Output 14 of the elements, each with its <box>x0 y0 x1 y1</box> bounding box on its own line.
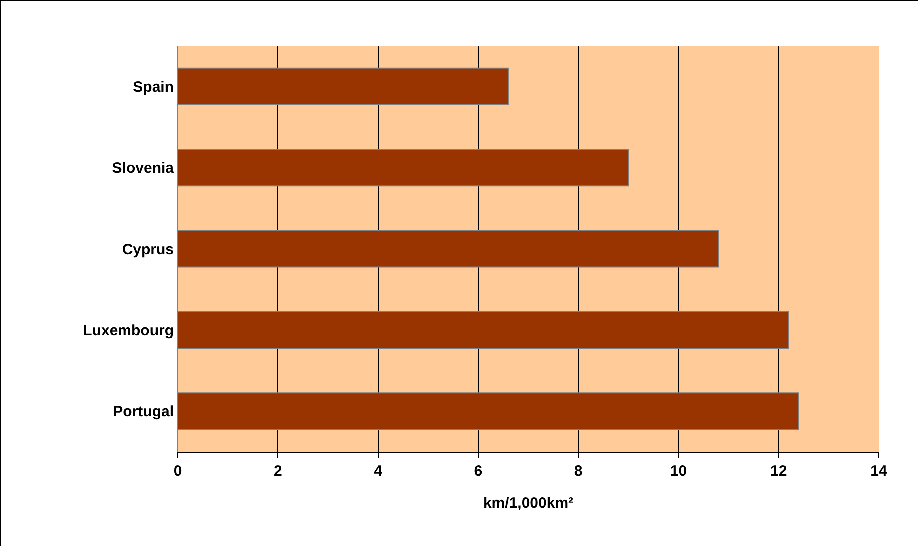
y-tick-label: Spain <box>133 78 174 96</box>
x-tick-label: 12 <box>770 463 788 480</box>
x-tick-label: 2 <box>274 463 282 480</box>
y-tick-label: Luxembourg <box>83 322 174 340</box>
x-tick-label: 0 <box>174 463 182 480</box>
x-tick-label: 4 <box>374 463 384 480</box>
x-tick-label: 10 <box>670 463 688 480</box>
y-tick-label: Cyprus <box>122 241 174 258</box>
y-tick-label: Slovenia <box>112 160 175 178</box>
x-axis-title: km/1,000km² <box>483 495 574 512</box>
x-tick-label: 8 <box>574 463 583 480</box>
y-tick-label: Portugal <box>113 404 174 421</box>
x-tick-label: 6 <box>474 463 483 480</box>
x-tick-label: 14 <box>870 463 888 480</box>
